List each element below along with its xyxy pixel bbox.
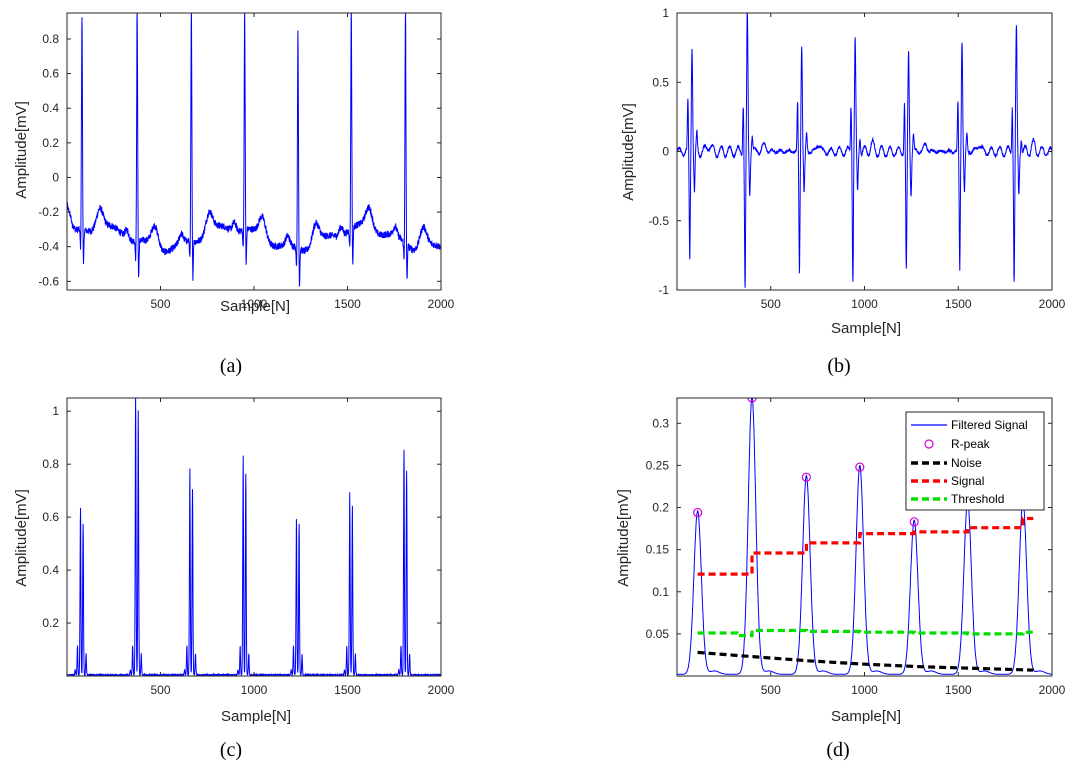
legend-label-threshold: Threshold xyxy=(951,492,1004,506)
panel-d-ytick-label: 0.25 xyxy=(646,458,670,472)
panel-a-ytick-label: -0.6 xyxy=(38,274,59,288)
legend-label-filtered-signal: Filtered Signal xyxy=(951,418,1028,432)
panel-a-plot: 500 1000 1500 2000 -0.6 -0.4 -0.2 0 0.2 0.4 0.6 0.8 xyxy=(38,12,455,311)
panel-b-series xyxy=(677,13,1052,288)
panel-a-ytick-label: 0 xyxy=(52,170,59,184)
panel-a-frame xyxy=(66,12,442,291)
legend-swatch-r-peak xyxy=(924,439,934,449)
panel-a-ytick-label: 0.8 xyxy=(42,32,59,46)
panel-b-signal-line xyxy=(677,13,1052,288)
legend-label-r-peak: R-peak xyxy=(951,437,991,451)
panel-d-ytick-label: 0.2 xyxy=(652,501,669,515)
panel-b-frame xyxy=(676,12,1053,291)
panel-a: 500 1000 1500 2000 -0.6 -0.4 -0.2 0 0.2 0.4 0.6 0.8… xyxy=(13,12,455,377)
panel-b-xtick-label: 1500 xyxy=(945,297,972,311)
panel-d-ytick-label: 0.05 xyxy=(646,627,670,641)
panel-c-xtick-label: 1500 xyxy=(334,683,361,697)
panel-b-ytick-label: -1 xyxy=(658,283,669,297)
panel-d-ytick-label: 0.3 xyxy=(652,416,669,430)
panel-d-xtick-label: 1000 xyxy=(851,683,878,697)
panel-c-series xyxy=(67,398,441,676)
panel-b-xlabel: Sample[N] xyxy=(831,320,901,337)
panel-d-noise-line xyxy=(697,650,1034,672)
panel-c-xtick-label: 500 xyxy=(150,683,170,697)
panel-b-ytick-label: 0.5 xyxy=(652,75,669,89)
panel-c-caption: (c) xyxy=(220,739,242,761)
panel-a-xlabel: Sample[N] xyxy=(220,298,290,315)
panel-b-xtick-label: 1000 xyxy=(851,297,878,311)
panel-b-ylabel: Amplitude[mV] xyxy=(620,103,637,201)
panel-d-xtick-label: 2000 xyxy=(1039,683,1066,697)
panel-d-ytick-label: 0.1 xyxy=(652,585,669,599)
panel-c-xlabel: Sample[N] xyxy=(221,708,291,725)
panel-a-xtick-label: 1000 xyxy=(241,297,268,311)
legend-label-signal: Signal xyxy=(951,474,984,488)
panel-d-filtered-line xyxy=(677,398,1052,675)
panel-c-signal-line xyxy=(67,398,441,676)
panel-c-frame xyxy=(66,397,442,677)
panel-c-ytick-label: 0.2 xyxy=(42,616,59,630)
panel-c-plot: 500 1000 1500 2000 0.2 0.4 0.6 0.8 1 xyxy=(42,397,455,697)
panel-d-r-peak-marker xyxy=(801,472,811,482)
panel-c-ytick-label: 1 xyxy=(52,404,59,418)
panel-a-ytick-label: 0.4 xyxy=(42,101,59,115)
panel-c-xtick-label: 1000 xyxy=(241,683,268,697)
panel-d-xtick-label: 1500 xyxy=(945,683,972,697)
panel-b-ytick-label: 1 xyxy=(662,6,669,20)
panel-b-xtick-label: 500 xyxy=(761,297,781,311)
panel-d-r-peak-marker xyxy=(747,398,757,403)
panel-d-caption: (d) xyxy=(826,739,849,761)
panel-b-ytick-label: -0.5 xyxy=(648,214,669,228)
legend: Filtered Signal R-peak Noise Signal Thre… xyxy=(905,411,1045,511)
panel-a-ytick-label: 0.6 xyxy=(42,67,59,81)
panel-c-ytick-label: 0.6 xyxy=(42,510,59,524)
panel-c-ylabel: Amplitude[mV] xyxy=(13,489,30,587)
panel-b: 500 1000 1500 2000 -1 -0.5 0 0.5 1 Sample[N] Amp… xyxy=(620,6,1066,377)
panel-a-xtick-label: 500 xyxy=(150,297,170,311)
panel-a-series xyxy=(67,13,441,287)
panel-d-r-peak-marker xyxy=(693,507,703,518)
panel-c: 500 1000 1500 2000 0.2 0.4 0.6 0.8 1 Sample[N] A… xyxy=(13,397,455,761)
panel-b-xtick-label: 2000 xyxy=(1039,297,1066,311)
panel-d-ytick-label: 0.15 xyxy=(646,543,670,557)
panel-a-ytick-label: -0.4 xyxy=(38,240,59,254)
panel-d-signal-level-line xyxy=(697,516,1034,576)
panel-d: 500 1000 1500 2000 0.05 0.1 0.15 0.2 0.25 0.3 Sam… xyxy=(615,397,1066,761)
panel-a-ytick-label: 0.2 xyxy=(42,136,59,150)
panel-c-ytick-label: 0.4 xyxy=(42,563,59,577)
panel-a-xtick-label: 1500 xyxy=(334,297,361,311)
panel-d-r-peak-marker xyxy=(909,517,919,527)
panel-a-xtick-label: 2000 xyxy=(428,297,455,311)
panel-d-threshold-line xyxy=(697,628,1034,638)
legend-label-noise: Noise xyxy=(951,456,982,470)
legend-box xyxy=(905,411,1045,511)
panel-b-caption: (b) xyxy=(827,355,850,377)
panel-b-plot: 500 1000 1500 2000 -1 -0.5 0 0.5 1 xyxy=(648,6,1065,311)
panel-d-plot: 500 1000 1500 2000 0.05 0.1 0.15 0.2 0.25 0.3 xyxy=(646,397,1066,697)
panel-c-xtick-label: 2000 xyxy=(428,683,455,697)
panel-d-xlabel: Sample[N] xyxy=(831,708,901,725)
panel-a-signal-line xyxy=(67,13,441,287)
panel-d-series xyxy=(677,398,1052,675)
panel-d-r-peak-marker xyxy=(855,462,865,472)
panel-a-ytick-label: -0.2 xyxy=(38,205,59,219)
panel-b-ytick-label: 0 xyxy=(662,145,669,159)
panel-c-ytick-label: 0.8 xyxy=(42,457,59,471)
panel-d-ylabel: Amplitude[mV] xyxy=(615,489,632,587)
panel-a-ylabel: Amplitude[mV] xyxy=(13,101,30,199)
panel-d-xtick-label: 500 xyxy=(761,683,781,697)
panel-a-caption: (a) xyxy=(220,355,242,377)
